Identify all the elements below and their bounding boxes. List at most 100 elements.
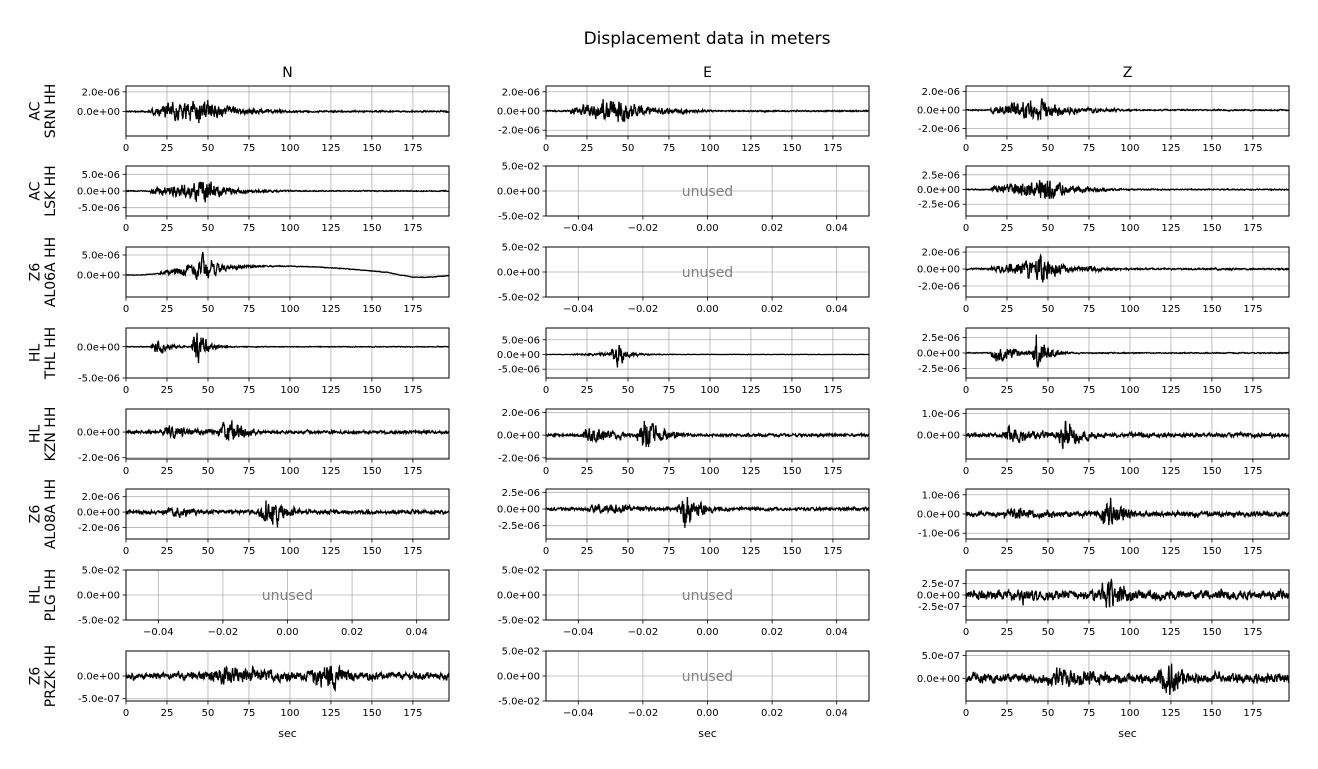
panel-przk-n: 0 25 50 75 100 125 150 175 0.0e+00 -5.0e-07 sec (77, 650, 450, 740)
panel-al08a-n: 0 25 50 75 100 125 150 175 2.0e-06 0.0e+00 -2.0e-0… (77, 488, 450, 557)
panel-frame (965, 650, 1290, 702)
panel-frame (545, 569, 870, 621)
y-tick-label: -2.5e-07 (918, 602, 960, 613)
x-tick-label: 150 (1202, 546, 1221, 557)
y-tick-label: 5.0e-06 (502, 335, 540, 346)
x-tick-label: 100 (280, 466, 299, 477)
waveform-series (126, 420, 449, 441)
waveform-series (126, 251, 449, 280)
y-tick-label: 0.0e+00 (917, 106, 960, 117)
x-tick-label: 100 (280, 304, 299, 315)
x-tick-label: 175 (1243, 627, 1262, 638)
x-tick-label: 75 (243, 143, 256, 154)
x-tick-label: 125 (321, 143, 340, 154)
column-header-z: Z (1123, 65, 1133, 81)
x-tick-label: 125 (741, 546, 760, 557)
x-tick-label: 75 (663, 546, 676, 557)
station-label: Z6AL06A HH (28, 237, 59, 307)
x-tick-label: 150 (362, 143, 381, 154)
waveform-series (126, 181, 449, 203)
panel-srn-e: 0 25 50 75 100 125 150 175 2.0e-06 0.0e+00 -2.0e-0… (497, 85, 870, 154)
panel-thl-z: 0 25 50 75 100 125 150 175 2.5e-06 0.0e+00 -2.5e-0… (917, 327, 1290, 396)
station-label: HLPLG HH (28, 569, 59, 622)
y-tick-label: 5.0e-02 (502, 566, 540, 577)
station-label-line: PRZK HH (43, 645, 59, 707)
x-tick-label: 150 (362, 223, 381, 234)
station-label: HLTHL HH (28, 327, 59, 380)
station-label-line: HL (28, 425, 44, 444)
station-label: ACSRN HH (28, 84, 59, 139)
x-tick-label: 0.02 (761, 223, 783, 234)
x-tick-label: 150 (362, 304, 381, 315)
x-tick-label: 125 (741, 385, 760, 396)
x-tick-label: 0.04 (826, 304, 848, 315)
x-tick-label: 175 (823, 546, 842, 557)
waveform-series (546, 496, 869, 528)
x-tick-label: 125 (1161, 304, 1180, 315)
x-tick-label: 175 (403, 708, 422, 719)
x-tick-label: 100 (1120, 466, 1139, 477)
x-tick-label: −0.02 (628, 223, 659, 234)
station-row-2: Z6AL06A HH 0 25 50 75 100 125 150 175 5.0e-06 0.0e… (28, 237, 1290, 315)
station-label-line: KZN HH (43, 407, 59, 462)
x-tick-label: 0 (123, 143, 129, 154)
x-tick-label: 100 (280, 143, 299, 154)
panel-plg-n: −0.04 −0.02 0.00 0.02 0.04 5.0e-02 0.0e+00 -5.0… (77, 566, 450, 638)
x-tick-label: 0 (963, 143, 969, 154)
x-tick-label: 150 (362, 546, 381, 557)
y-tick-label: -2.5e-06 (918, 200, 960, 211)
station-label: HLKZN HH (28, 407, 59, 462)
y-tick-label: 0.0e+00 (497, 350, 540, 361)
x-tick-label: 0 (543, 546, 549, 557)
x-tick-label: 50 (1042, 546, 1055, 557)
x-tick-label: 0.00 (696, 708, 718, 719)
y-tick-label: 2.0e-06 (922, 248, 960, 259)
x-tick-label: 25 (161, 466, 174, 477)
y-tick-label: 2.0e-06 (82, 87, 120, 98)
panel-frame (125, 246, 450, 298)
x-tick-label: 175 (1243, 546, 1262, 557)
x-tick-label: 125 (1161, 627, 1180, 638)
panel-al08a-e: 0 25 50 75 100 125 150 175 2.5e-06 0.0e+00 -2.5e-0… (497, 488, 870, 557)
panel-kzn-e: 0 25 50 75 100 125 150 175 2.0e-06 0.0e+00 -2.0e-0… (497, 408, 870, 477)
y-tick-label: -2.5e-06 (498, 521, 540, 532)
x-tick-label: 0 (963, 223, 969, 234)
waveform-series (966, 420, 1289, 450)
x-tick-label: 125 (321, 385, 340, 396)
unused-label: unused (262, 588, 313, 604)
column-header-n: N (282, 65, 292, 81)
waveform-series (966, 334, 1289, 368)
panel-frame (965, 246, 1290, 298)
x-tick-label: 50 (1042, 627, 1055, 638)
x-tick-label: 50 (1042, 304, 1055, 315)
column-header-e: E (703, 65, 712, 81)
x-tick-label: 25 (581, 385, 594, 396)
y-tick-label: 1.0e-06 (922, 490, 960, 501)
x-tick-label: 25 (1001, 143, 1014, 154)
x-tick-label: −0.04 (563, 627, 594, 638)
x-tick-label: 100 (1120, 627, 1139, 638)
x-tick-label: 150 (1202, 143, 1221, 154)
x-tick-label: 175 (1243, 304, 1262, 315)
y-tick-label: 0.0e+00 (917, 185, 960, 196)
panel-thl-e: 0 25 50 75 100 125 150 175 5.0e-06 0.0e+00 -5.0e-0… (497, 327, 870, 396)
x-tick-label: 125 (1161, 223, 1180, 234)
panel-przk-e: −0.04 −0.02 0.00 0.02 0.04 5.0e-02 0.0e+00 -5.0… (497, 647, 870, 740)
x-tick-label: 125 (1161, 385, 1180, 396)
x-tick-label: 75 (1083, 627, 1096, 638)
panel-lsk-e: −0.04 −0.02 0.00 0.02 0.04 5.0e-02 0.0e+00 -5.0… (497, 162, 870, 234)
x-tick-label: 25 (581, 546, 594, 557)
panel-frame (545, 165, 870, 217)
panel-kzn-n: 0 25 50 75 100 125 150 175 0.0e+00 -2.0e-06 (77, 408, 450, 477)
station-row-4: HLKZN HH 0 25 50 75 100 125 150 175 0.0e+00 -2.0e-… (28, 407, 1290, 477)
x-tick-label: −0.02 (628, 304, 659, 315)
x-tick-label: 0.04 (406, 627, 428, 638)
waveform-series (126, 500, 449, 528)
unused-label: unused (682, 265, 733, 281)
y-tick-label: 5.0e-02 (502, 243, 540, 254)
x-tick-label: 150 (782, 466, 801, 477)
waveform-series (546, 99, 869, 122)
x-tick-label: 125 (321, 708, 340, 719)
x-tick-label: 175 (1243, 466, 1262, 477)
